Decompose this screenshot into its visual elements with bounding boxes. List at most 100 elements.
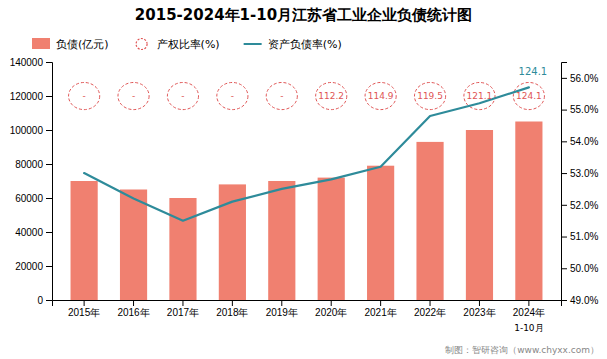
tick-mark — [46, 266, 52, 267]
line — [84, 87, 529, 220]
tick-label: 40000 — [15, 227, 43, 238]
tick-label: 2018年 — [216, 307, 248, 318]
ratio-circle — [414, 82, 445, 109]
tick-mark — [331, 300, 332, 306]
tick-label: 55.0% — [570, 104, 598, 115]
tick-mark — [528, 300, 529, 306]
footer: 制图：智研咨询（www.chyxx.com） — [445, 345, 599, 355]
ratio-circle — [266, 82, 297, 109]
legend-symbol — [244, 43, 262, 45]
tick-mark — [561, 173, 567, 174]
tick-label: 51.0% — [570, 231, 598, 242]
tick-mark — [46, 232, 52, 233]
y-axis: 0 20000 40000 60000 80000 100000 120000 140000 — [10, 57, 53, 306]
tick-label: 60000 — [15, 193, 43, 204]
legend-item: 负债(亿元) — [32, 38, 109, 51]
tick-label: 2021年 — [365, 307, 397, 318]
tick: 140000 — [10, 57, 52, 68]
tick: 2018年 — [216, 300, 248, 318]
bar — [268, 181, 295, 300]
labels: -----112.2114.9119.5121.1124.1124.11-10月 — [82, 66, 547, 333]
bar — [120, 190, 147, 301]
ratio-circle — [365, 82, 396, 109]
tick-mark — [561, 205, 567, 206]
tick-label: 56.0% — [570, 73, 598, 84]
ratio-circle — [167, 82, 198, 109]
tick-label: 0 — [37, 295, 43, 306]
tick-mark — [281, 300, 282, 306]
legend-item: 产权比率(%) — [136, 38, 220, 51]
tick: 0 — [37, 295, 52, 306]
annotation: 1-10月 — [514, 323, 543, 333]
bar — [318, 178, 345, 300]
ratio-circle — [69, 82, 100, 109]
legend-label: 资产负债率(%) — [268, 38, 342, 51]
tick-label: 100000 — [10, 125, 44, 136]
tick: 2022年 — [414, 300, 446, 318]
data-label: 112.2 — [318, 91, 344, 101]
bar — [515, 122, 542, 301]
title: 2015-2024年1-10月江苏省工业企业负债统计图 — [135, 6, 472, 24]
tick-mark — [46, 96, 52, 97]
tick-label: 2016年 — [117, 307, 149, 318]
tick-mark — [561, 300, 567, 301]
tick: 52.0% — [561, 200, 598, 211]
tick: 120000 — [10, 91, 52, 102]
tick: 49.0% — [561, 295, 598, 306]
data-label: 119.5 — [417, 91, 443, 101]
tick-mark — [430, 300, 431, 306]
data-label: - — [280, 91, 283, 101]
tick: 80000 — [15, 159, 52, 170]
legend-symbol — [136, 39, 147, 50]
tick: 20000 — [15, 261, 52, 272]
tick-label: 2020年 — [315, 307, 347, 318]
tick-mark — [479, 300, 480, 306]
ratio-circle — [118, 82, 149, 109]
tick: 53.0% — [561, 168, 598, 179]
tick-mark — [182, 300, 183, 306]
tick: 2020年 — [315, 300, 347, 318]
tick-mark — [561, 78, 567, 79]
tick: 2023年 — [463, 300, 495, 318]
bar — [71, 181, 98, 300]
data-label: 124.1 — [516, 91, 542, 101]
tick-mark — [561, 268, 567, 269]
tick-label: 53.0% — [570, 168, 598, 179]
tick-mark — [232, 300, 233, 306]
tick: 40000 — [15, 227, 52, 238]
tick: 2024年 — [513, 300, 545, 318]
data-label: 121.1 — [467, 91, 493, 101]
tick: 2016年 — [117, 300, 149, 318]
bar — [169, 198, 196, 300]
bar — [367, 166, 394, 300]
tick-label: 2019年 — [266, 307, 298, 318]
tick-label: 2024年 — [513, 307, 545, 318]
x-axis: 2015年2016年2017年2018年2019年2020年2021年2022年… — [53, 300, 562, 318]
legend-label: 负债(亿元) — [56, 38, 109, 51]
tick-label: 20000 — [15, 261, 43, 272]
annotation: 124.1 — [519, 66, 548, 77]
tick-mark — [46, 198, 52, 199]
legend: 负债(亿元) 产权比率(%) 资产负债率(%) — [32, 38, 342, 51]
tick-mark — [380, 300, 381, 306]
legend-symbol — [32, 38, 50, 49]
tick: 2017年 — [167, 300, 199, 318]
data-label: - — [231, 91, 234, 101]
tick-mark — [133, 300, 134, 306]
tick-label: 2022年 — [414, 307, 446, 318]
tick-mark — [46, 62, 52, 63]
tick-mark — [561, 141, 567, 142]
tick: 50.0% — [561, 263, 598, 274]
tick-label: 80000 — [15, 159, 43, 170]
tick: 55.0% — [561, 104, 598, 115]
tick-label: 2023年 — [463, 307, 495, 318]
tick-label: 54.0% — [570, 136, 598, 147]
tick-mark — [561, 237, 567, 238]
tick-label: 49.0% — [570, 295, 598, 306]
tick-label: 120000 — [10, 91, 44, 102]
bar — [416, 142, 443, 300]
data-label: - — [181, 91, 184, 101]
data-label: 114.9 — [368, 91, 394, 101]
tick: 54.0% — [561, 136, 598, 147]
axis-line — [46, 63, 53, 301]
